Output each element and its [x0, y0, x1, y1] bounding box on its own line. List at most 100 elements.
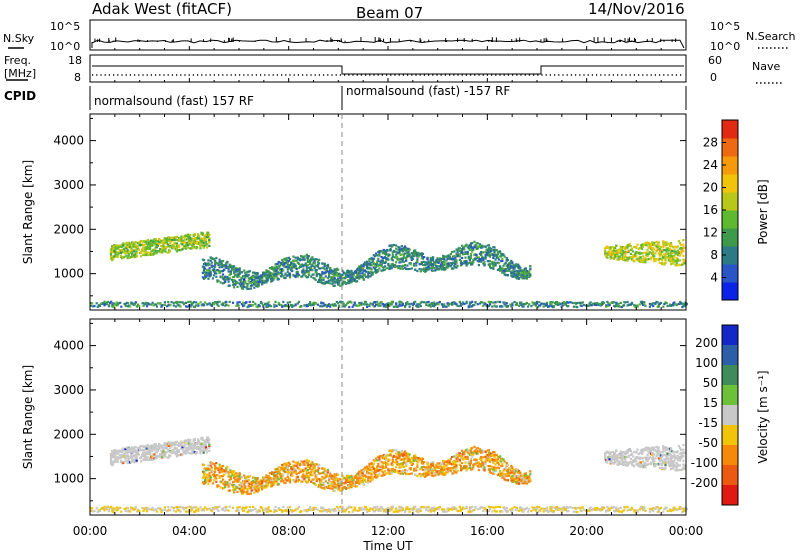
- power-echo-cell: [406, 301, 409, 304]
- power-echo-cell: [547, 305, 550, 308]
- velocity-echo-cell: [132, 459, 135, 462]
- power-echo-cell: [199, 245, 202, 248]
- power-echo-cell: [369, 261, 372, 264]
- power-echo-cell: [680, 263, 683, 267]
- velocity-echo-cell: [351, 484, 354, 487]
- power-echo-cell: [192, 244, 195, 247]
- power-echo-cell: [233, 275, 236, 278]
- velocity-echo-cell: [322, 487, 325, 490]
- colorbar-swatch: [722, 192, 738, 211]
- power-echo-cell: [405, 303, 408, 306]
- power-echo-cell: [303, 255, 306, 258]
- power-echo-cell: [174, 246, 177, 249]
- power-echo-cell: [125, 254, 128, 257]
- power-echo-cell: [215, 269, 218, 272]
- power-echo-cell: [562, 301, 565, 304]
- power-echo-cell: [307, 273, 311, 277]
- power-echo-cell: [135, 254, 138, 257]
- power-echo-cell: [368, 260, 371, 263]
- velocity-echo-cell: [114, 458, 117, 461]
- power-echo-cell: [464, 256, 467, 259]
- ytick-label: 3000: [53, 178, 84, 192]
- velocity-echo-cell: [318, 463, 321, 466]
- power-echo-cell: [233, 272, 236, 275]
- power-echo-cell: [400, 253, 403, 256]
- power-echo-cell: [494, 305, 497, 308]
- velocity-echo-cell: [121, 462, 124, 465]
- velocity-echo-cell: [258, 482, 261, 485]
- velocity-echo-cell: [234, 484, 237, 487]
- power-echo-cell: [678, 259, 682, 262]
- velocity-echo-cell: [193, 446, 196, 449]
- power-echo-cell: [589, 301, 592, 304]
- power-echo-cell: [127, 253, 130, 256]
- power-echo-cell: [484, 257, 487, 260]
- velocity-echo-cell: [252, 486, 255, 489]
- power-echo-cell: [680, 243, 683, 246]
- velocity-echo-cell: [266, 484, 269, 487]
- velocity-echo-cell: [360, 481, 363, 484]
- power-echo-cell: [523, 267, 526, 271]
- power-echo-cell: [271, 266, 274, 269]
- power-echo-cell: [265, 303, 268, 306]
- power-echo-cell: [360, 301, 363, 304]
- power-echo-cell: [275, 265, 278, 268]
- velocity-echo-cell: [277, 466, 280, 469]
- power-echo-cell: [571, 301, 574, 305]
- power-echo-cell: [616, 251, 619, 254]
- power-echo-cell: [465, 243, 468, 246]
- power-echo-cell: [169, 245, 172, 248]
- power-echo-cell: [273, 277, 276, 280]
- power-echo-cell: [639, 260, 642, 263]
- power-echo-cell: [425, 301, 428, 304]
- velocity-echo-cell: [146, 456, 149, 459]
- power-echo-cell: [240, 282, 244, 285]
- power-echo-cell: [240, 271, 244, 274]
- velocity-echo-cell: [189, 448, 192, 451]
- power-echo-cell: [385, 253, 388, 256]
- velocity-echo-cell: [234, 475, 237, 478]
- power-echo-cell: [344, 304, 347, 307]
- velocity-echo-cell: [235, 472, 238, 475]
- power-echo-cell: [153, 241, 156, 244]
- power-echo-cell: [201, 303, 204, 306]
- colorbar-swatch: [722, 282, 738, 301]
- velocity-echo-cell: [276, 467, 279, 470]
- power-echo-cell: [664, 253, 667, 256]
- power-echo-cell: [176, 300, 179, 304]
- velocity-echo-cell: [143, 457, 146, 460]
- power-echo-cell: [621, 249, 625, 252]
- velocity-echo-cell: [127, 451, 130, 454]
- power-echo-cell: [535, 302, 539, 305]
- velocity-echo-cell: [233, 470, 236, 473]
- power-echo-cell: [248, 300, 251, 304]
- power-echo-cell: [236, 285, 239, 288]
- power-echo-cell: [303, 258, 306, 261]
- velocity-echo-cell: [135, 457, 138, 460]
- power-echo-cell: [490, 266, 493, 270]
- power-echo-cell: [248, 270, 251, 273]
- power-echo-cell: [673, 248, 676, 251]
- velocity-echo-cell: [189, 444, 192, 447]
- power-echo-cell: [505, 269, 508, 273]
- power-echo-cell: [195, 246, 199, 249]
- power-echo-cell: [284, 266, 287, 269]
- power-echo-cell: [599, 303, 602, 306]
- velocity-echo-cell: [156, 455, 159, 458]
- ytick-label: 1000: [53, 267, 84, 281]
- power-echo-cell: [423, 256, 426, 259]
- power-echo-cell: [420, 262, 423, 265]
- power-echo-cell: [176, 302, 179, 305]
- power-echo-cell: [539, 304, 542, 307]
- power-echo-cell: [420, 255, 423, 258]
- power-echo-cell: [475, 253, 478, 257]
- power-echo-cell: [680, 302, 683, 305]
- power-echo-cell: [180, 237, 183, 240]
- velocity-echo-cell: [121, 460, 124, 464]
- power-echo-cell: [343, 305, 346, 308]
- velocity-echo-cell: [205, 469, 208, 472]
- power-echo-cell: [233, 268, 236, 271]
- power-echo-cell: [445, 305, 448, 308]
- velocity-echo-cell: [149, 449, 152, 452]
- velocity-echo-cell: [187, 449, 190, 452]
